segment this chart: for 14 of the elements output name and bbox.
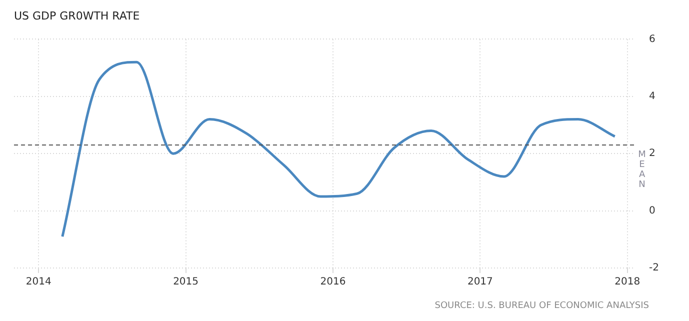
x-tick-label: 2015 bbox=[173, 276, 199, 288]
y-tick-label: 6 bbox=[649, 34, 656, 45]
y-tick-label: 0 bbox=[649, 205, 656, 216]
x-tick-label: 2016 bbox=[320, 276, 346, 288]
y-tick-label: 4 bbox=[649, 90, 656, 102]
line-series bbox=[61, 60, 616, 238]
x-tick-label: 2017 bbox=[467, 276, 493, 288]
ref-line-label: MEAN bbox=[638, 150, 646, 190]
chart-title: US GDP GR0WTH RATE bbox=[14, 9, 140, 22]
x-tick-label: 2014 bbox=[26, 276, 52, 288]
source-note: SOURCE: U.S. BUREAU OF ECONOMIC ANALYSIS bbox=[434, 300, 650, 311]
y-tick-label: -2 bbox=[649, 262, 660, 274]
x-tick-label: 2018 bbox=[614, 276, 640, 288]
y-tick-label: 2 bbox=[649, 148, 656, 160]
